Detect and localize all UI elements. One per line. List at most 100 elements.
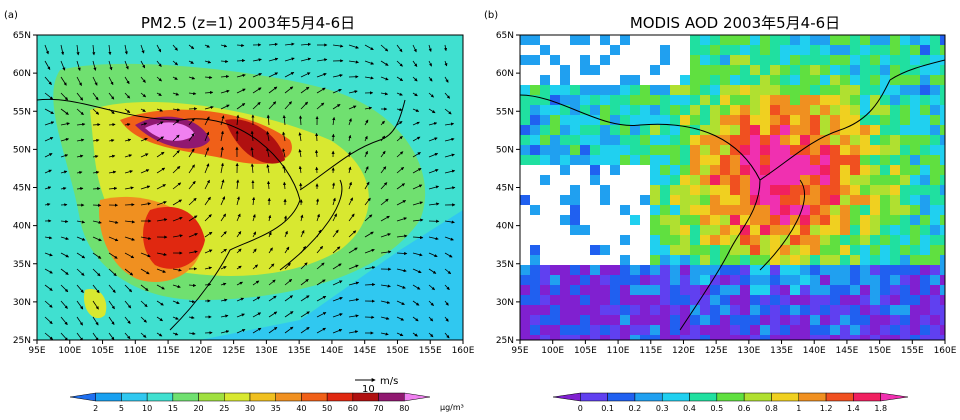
aod-cell bbox=[820, 285, 830, 295]
aod-cell bbox=[750, 275, 760, 285]
aod-cell bbox=[890, 165, 900, 175]
wind-vector bbox=[220, 298, 228, 302]
aod-cell bbox=[800, 205, 810, 215]
wind-vector bbox=[188, 233, 198, 238]
aod-cell bbox=[660, 255, 670, 265]
aod-cell bbox=[590, 245, 600, 255]
wind-vector bbox=[348, 298, 360, 302]
aod-cell bbox=[650, 245, 660, 255]
wind-vector bbox=[284, 101, 292, 110]
wind-vector bbox=[268, 86, 278, 94]
wind-vector bbox=[316, 327, 327, 334]
wind-vector bbox=[124, 44, 128, 55]
aod-cell bbox=[770, 105, 780, 115]
wind-vector bbox=[108, 108, 115, 115]
colorbar-swatch bbox=[880, 392, 909, 402]
aod-cell bbox=[780, 285, 790, 295]
aod-cell bbox=[800, 265, 810, 275]
aod-cell bbox=[610, 85, 620, 95]
aod-cell bbox=[750, 115, 760, 125]
aod-cell bbox=[890, 35, 900, 45]
aod-cell bbox=[790, 145, 800, 155]
aod-cell bbox=[820, 335, 830, 340]
aod-cell bbox=[740, 225, 750, 235]
aod-cell bbox=[840, 155, 850, 165]
aod-cell bbox=[880, 335, 890, 340]
aod-cell bbox=[830, 205, 840, 215]
aod-cell bbox=[810, 195, 820, 205]
wind-vector bbox=[428, 137, 438, 142]
aod-cell bbox=[700, 85, 710, 95]
aod-cell bbox=[800, 305, 810, 315]
aod-cell bbox=[640, 325, 650, 335]
aod-cell bbox=[530, 265, 540, 275]
aod-cell bbox=[710, 325, 720, 335]
aod-cell bbox=[680, 275, 690, 285]
aod-cell bbox=[560, 85, 570, 95]
aod-cell bbox=[850, 105, 860, 115]
aod-cell bbox=[750, 145, 760, 155]
aod-cell bbox=[800, 145, 810, 155]
aod-cell bbox=[680, 75, 690, 85]
wind-vector bbox=[60, 316, 68, 326]
aod-cell bbox=[690, 235, 700, 245]
x-tick-label: 120E bbox=[672, 346, 695, 356]
wind-vector bbox=[396, 251, 408, 256]
aod-cell bbox=[830, 275, 840, 285]
aod-cell bbox=[710, 225, 720, 235]
aod-cell bbox=[730, 35, 740, 45]
aod-cell bbox=[690, 265, 700, 275]
wind-vector bbox=[236, 43, 245, 47]
wind-vector bbox=[92, 76, 98, 86]
aod-cell bbox=[940, 255, 945, 265]
vector-reference-unit: m/s bbox=[380, 376, 398, 387]
aod-cell bbox=[900, 35, 910, 45]
aod-cell bbox=[910, 35, 920, 45]
wind-vector bbox=[252, 280, 260, 286]
panel-b-title: MODIS AOD 2003年5月4-6日 bbox=[630, 14, 840, 32]
panel-b-colorbar: 0 0.1 0.2 0.3 0.4 0.5 0.6 0.8 1 1.2 1.4 1.8 bbox=[552, 392, 909, 413]
aod-cell bbox=[750, 45, 760, 55]
aod-cell bbox=[850, 185, 860, 195]
aod-cell bbox=[550, 85, 560, 95]
wind-vector bbox=[156, 121, 164, 126]
aod-cell bbox=[610, 95, 620, 105]
aod-cell bbox=[650, 105, 660, 115]
aod-cell bbox=[820, 215, 830, 225]
aod-cell bbox=[850, 115, 860, 125]
y-tick-label: 25N bbox=[496, 336, 514, 346]
aod-cell bbox=[540, 105, 550, 115]
aod-cell bbox=[730, 315, 740, 325]
aod-cell bbox=[860, 185, 870, 195]
aod-cell bbox=[740, 165, 750, 175]
aod-cell bbox=[780, 85, 790, 95]
wind-vector bbox=[140, 44, 145, 54]
aod-cell bbox=[660, 45, 670, 55]
aod-cell bbox=[600, 315, 610, 325]
aod-cell bbox=[870, 285, 880, 295]
wind-vector bbox=[236, 114, 240, 126]
wind-vector bbox=[444, 169, 456, 174]
aod-cell bbox=[630, 265, 640, 275]
aod-cell bbox=[730, 65, 740, 75]
aod-cell bbox=[810, 295, 820, 305]
aod-cell bbox=[670, 285, 680, 295]
wind-vector bbox=[76, 60, 81, 72]
wind-vector bbox=[444, 76, 449, 83]
aod-cell bbox=[810, 315, 820, 325]
aod-cell bbox=[720, 65, 730, 75]
aod-cell bbox=[810, 45, 820, 55]
aod-cell bbox=[710, 265, 720, 275]
aod-cell bbox=[680, 225, 690, 235]
aod-cell bbox=[790, 65, 800, 75]
colorbar-label: 0.3 bbox=[656, 404, 669, 413]
aod-cell bbox=[530, 305, 540, 315]
wind-vector bbox=[188, 250, 198, 254]
panel-b-label: (b) bbox=[484, 10, 498, 21]
aod-cell bbox=[930, 165, 940, 175]
aod-cell bbox=[920, 95, 930, 105]
wind-vector bbox=[76, 316, 83, 326]
aod-cell bbox=[890, 325, 900, 335]
aod-cell bbox=[670, 275, 680, 285]
wind-vector bbox=[140, 284, 149, 291]
